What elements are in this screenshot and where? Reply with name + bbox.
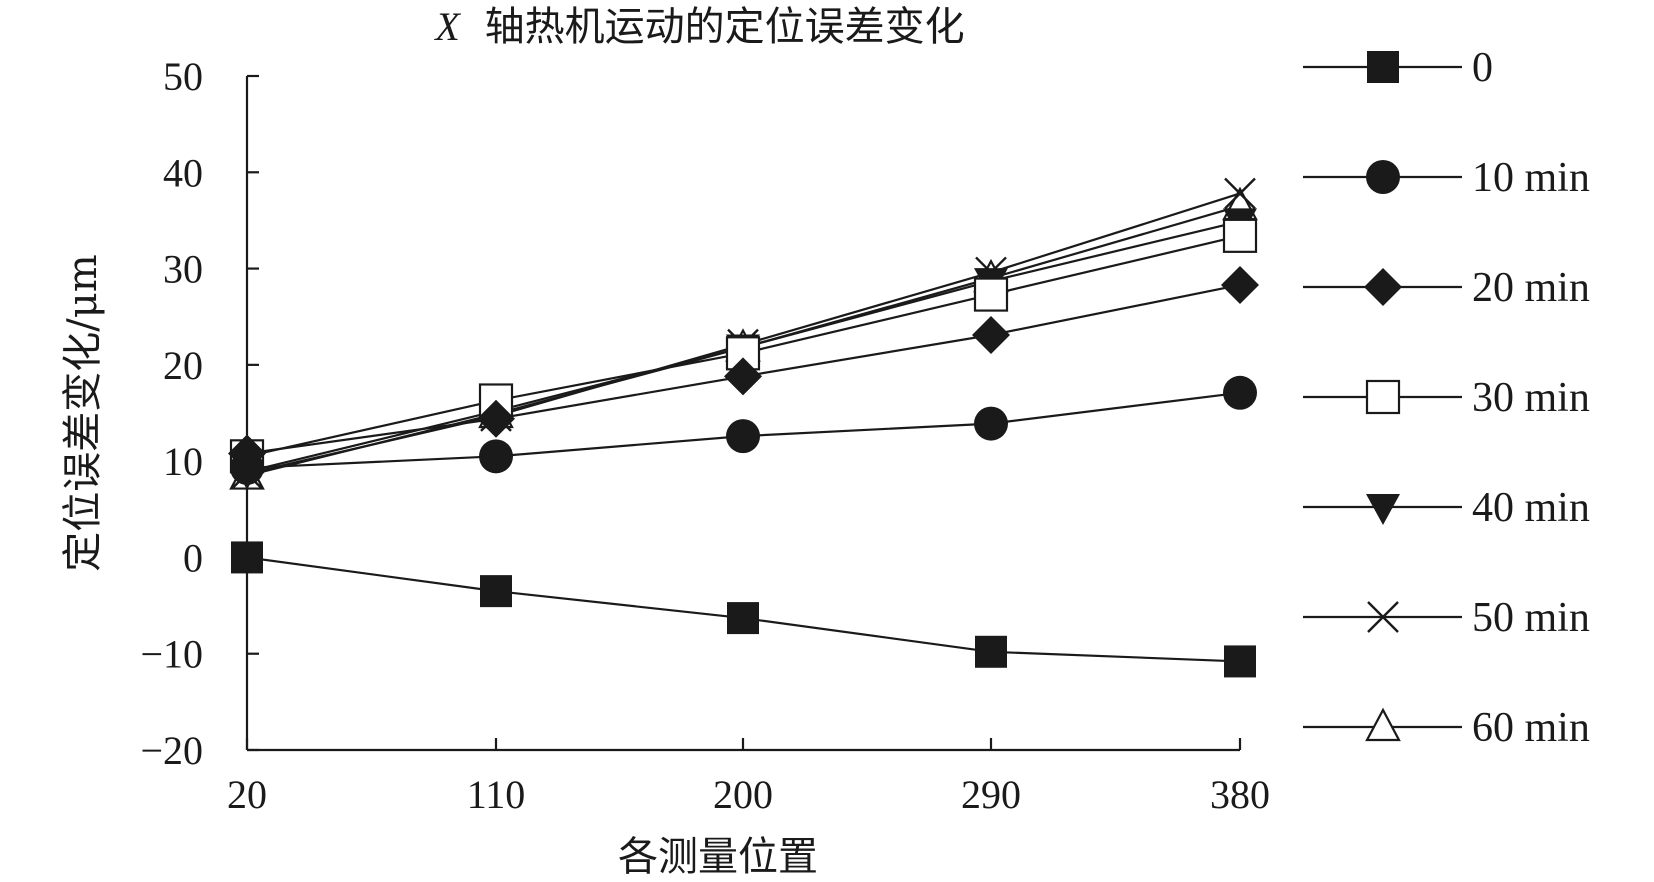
data-point-series-1	[479, 439, 513, 474]
data-point-series-1	[1223, 375, 1257, 410]
x-tick-label: 290	[961, 772, 1021, 817]
x-tick-label: 380	[1210, 772, 1270, 817]
x-ticks: 20 110 200 290 380	[227, 738, 1270, 817]
y-ticks: −20 −10 0 10 20 30 40 50	[140, 54, 259, 773]
legend-label: 40 min	[1472, 485, 1590, 531]
legend-label: 30 min	[1472, 375, 1590, 421]
y-tick-label: −10	[140, 632, 203, 677]
x-axis-title: 各测量位置	[618, 834, 818, 880]
x-tick-label: 110	[467, 772, 526, 817]
legend-marker	[1367, 51, 1399, 83]
y-tick-label: −20	[140, 728, 203, 773]
y-tick-label: 0	[183, 535, 203, 580]
data-point-series-0	[727, 602, 759, 635]
legend-label: 50 min	[1472, 595, 1590, 641]
axes	[245, 76, 1240, 752]
y-tick-label: 40	[163, 150, 203, 195]
legend: 0 10 min 20 min 30 min 40 min 50 min 60 min	[1303, 45, 1590, 751]
data-point-series-1	[726, 419, 760, 454]
legend-marker	[1365, 707, 1401, 742]
y-axis-title: 定位误差变化/μm	[60, 254, 106, 571]
legend-label: 0	[1472, 45, 1493, 91]
series-markers	[228, 177, 1259, 678]
legend-label: 60 min	[1472, 705, 1590, 751]
legend-marker	[1367, 601, 1399, 633]
chart-title-text: 轴热机运动的定位误差变化	[485, 4, 965, 50]
data-point-series-3	[1222, 218, 1258, 253]
y-tick-label: 50	[163, 54, 203, 99]
x-tick-label: 200	[713, 772, 773, 817]
data-point-series-1	[974, 406, 1008, 441]
data-point-series-0	[975, 635, 1007, 668]
data-point-series-0	[231, 541, 263, 574]
x-tick-label: 20	[227, 772, 267, 817]
data-point-series-1	[230, 450, 264, 485]
data-point-series-2	[477, 399, 515, 438]
data-point-series-2	[1221, 265, 1259, 304]
legend-marker	[1365, 379, 1401, 415]
data-point-series-2	[724, 357, 762, 396]
legend-marker	[1366, 494, 1400, 525]
chart-title: X 轴热机运动的定位误差变化	[433, 4, 964, 50]
y-tick-label: 20	[163, 343, 203, 388]
data-point-series-3	[973, 277, 1009, 312]
data-point-series-0	[480, 575, 512, 608]
legend-marker	[1366, 160, 1400, 194]
legend-marker	[1364, 268, 1402, 306]
data-point-series-5	[1224, 177, 1256, 210]
legend-label: 20 min	[1472, 265, 1590, 311]
data-point-series-0	[1224, 645, 1256, 678]
chart-title-axis-letter: X	[433, 4, 461, 49]
y-tick-label: 10	[163, 439, 203, 484]
y-tick-label: 30	[163, 247, 203, 292]
legend-label: 10 min	[1472, 155, 1590, 201]
data-point-series-2	[972, 316, 1010, 355]
